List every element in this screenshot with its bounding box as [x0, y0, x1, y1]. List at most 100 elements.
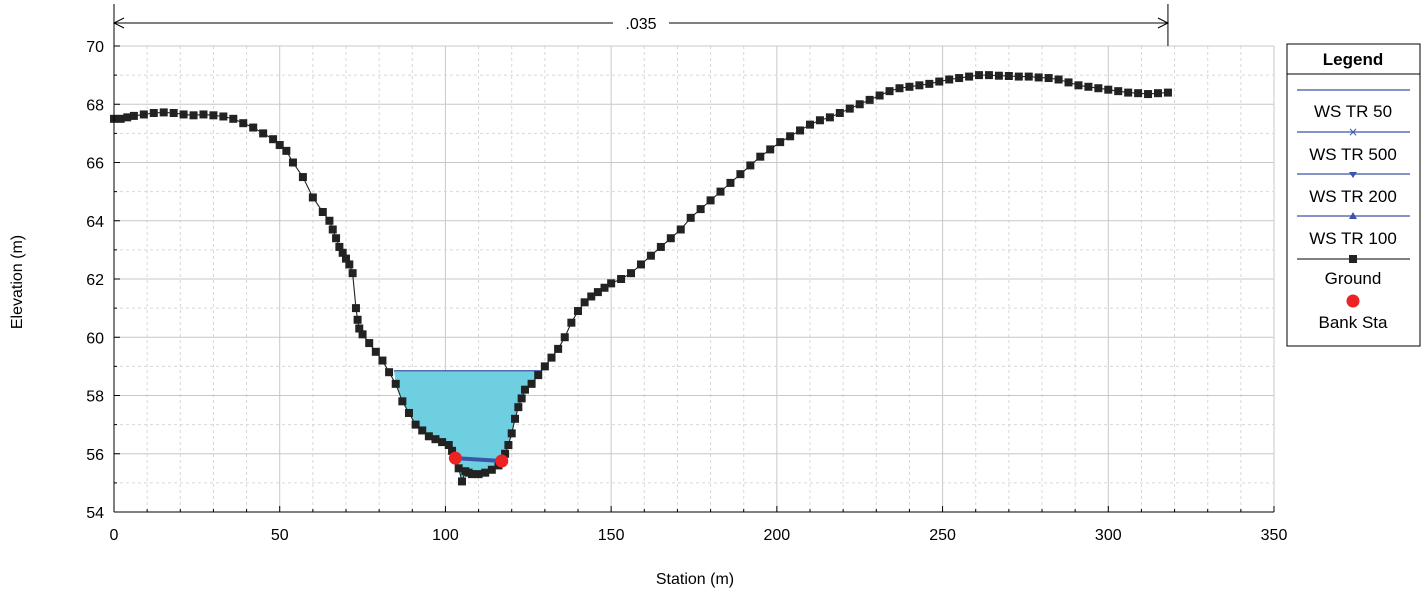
ground-point	[587, 292, 596, 301]
ground-point	[855, 100, 864, 109]
ground-point	[825, 113, 834, 122]
ground-point	[501, 449, 510, 458]
ground-point	[1124, 88, 1133, 97]
ground-point	[269, 135, 278, 144]
legend-ws-tr-200: WS TR 200	[1309, 187, 1397, 206]
ground-point	[534, 371, 543, 380]
ground-point	[1154, 89, 1162, 98]
legend-ground: Ground	[1325, 269, 1382, 288]
ground-point	[189, 111, 198, 120]
ground-point	[1014, 72, 1023, 81]
y-tick-label: 54	[86, 505, 104, 522]
ground-point	[351, 304, 360, 313]
ground-point	[560, 333, 569, 342]
ground-point	[458, 477, 466, 486]
ground-point	[527, 379, 536, 388]
ground-point	[365, 339, 374, 348]
ground-point	[398, 397, 407, 406]
ground-point	[1144, 90, 1153, 99]
legend-ground-marker	[1349, 255, 1357, 263]
ground-point	[736, 170, 745, 179]
ground-point	[179, 110, 188, 119]
ground-point	[574, 307, 582, 316]
ground-point	[617, 275, 626, 283]
ground-point	[514, 403, 523, 412]
ground-point	[1034, 73, 1043, 82]
x-tick-label: 100	[432, 527, 459, 544]
ground-point	[627, 269, 636, 278]
ground-point	[955, 74, 964, 83]
ground-point	[1134, 89, 1143, 98]
ground-point	[1044, 74, 1053, 83]
y-axis-label: Elevation (m)	[9, 235, 26, 329]
ground-point	[965, 72, 974, 81]
x-axis-label: Station (m)	[656, 571, 734, 588]
ground-point	[796, 126, 805, 135]
ground-point	[338, 248, 347, 257]
ground-point	[345, 260, 354, 269]
ground-point	[328, 225, 337, 234]
legend-ws-tr-50: WS TR 50	[1314, 102, 1392, 121]
ground-point	[666, 234, 675, 243]
ground-point	[716, 187, 725, 196]
ground-point	[646, 251, 655, 260]
ground-point	[139, 110, 148, 119]
ground-point	[308, 193, 317, 202]
ground-point	[580, 298, 589, 307]
ground-point	[726, 178, 735, 187]
ground-point	[815, 116, 824, 125]
ground-point	[454, 464, 463, 473]
ground-point	[149, 108, 158, 117]
ground-point	[517, 394, 526, 403]
ground-point	[1074, 81, 1083, 90]
ground-point	[353, 315, 362, 324]
ground-point	[975, 71, 984, 80]
ground-point	[332, 234, 341, 243]
y-tick-label: 66	[86, 156, 104, 173]
ground-point	[209, 111, 218, 120]
ground-point	[520, 385, 529, 394]
ground-point	[371, 347, 380, 356]
legend-bank-sta: Bank Sta	[1319, 313, 1389, 332]
ground-point	[984, 71, 993, 80]
ground-point	[282, 146, 291, 155]
x-tick-label: 300	[1095, 527, 1122, 544]
ground-point	[229, 114, 238, 123]
legend-ws-tr-500-marker: ×	[1348, 125, 1358, 139]
bank-station-point	[448, 451, 462, 465]
ground-point	[905, 82, 914, 91]
ground-point	[686, 213, 695, 222]
ground-point	[358, 330, 367, 339]
ground-point	[607, 279, 616, 288]
ground-point	[1024, 72, 1033, 81]
ground-point	[875, 91, 884, 100]
ground-point	[656, 242, 665, 251]
ground-point	[474, 470, 483, 479]
legend-ws-tr-100-marker	[1349, 212, 1357, 219]
legend-bank-sta-marker	[1346, 294, 1360, 308]
ground-point	[249, 123, 258, 132]
ground-point	[418, 426, 427, 435]
ground-point	[554, 344, 563, 353]
ground-point	[391, 379, 400, 388]
ground-point	[1084, 82, 1093, 91]
ground-point	[335, 242, 344, 251]
ground-point	[540, 362, 549, 371]
roughness-value-label: .035	[625, 16, 656, 33]
ground-point	[835, 108, 844, 117]
ground-point	[325, 216, 334, 225]
ground-point	[593, 288, 602, 297]
ground-point	[746, 161, 755, 170]
legend-ws-tr-100: WS TR 100	[1309, 229, 1397, 248]
ground-point	[756, 152, 765, 161]
ground-point	[288, 158, 297, 167]
ground-point	[806, 120, 814, 129]
ground-point	[318, 208, 327, 217]
x-tick-label: 50	[271, 527, 289, 544]
ground-point	[507, 429, 516, 438]
legend: Legend WS TR 50 × WS TR 500 WS TR 200 WS…	[1286, 43, 1421, 347]
grid	[113, 45, 1275, 513]
ground-point	[1104, 85, 1113, 94]
ground-point	[676, 225, 685, 234]
ground-point	[1114, 87, 1123, 96]
